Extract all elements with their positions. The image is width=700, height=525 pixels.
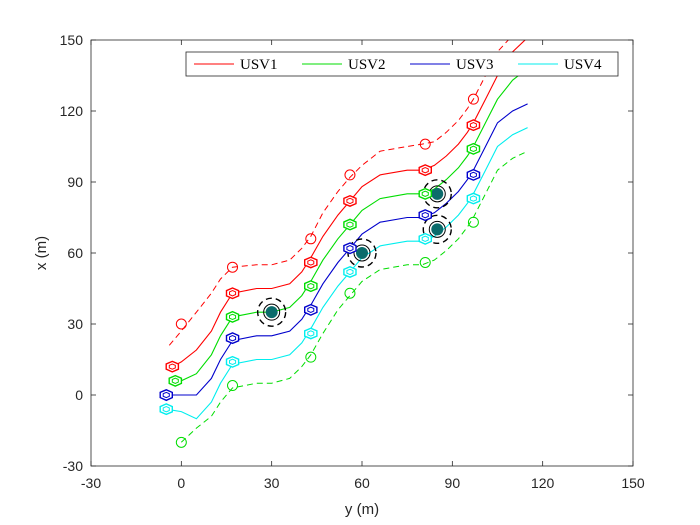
obstacle-ring-4 bbox=[428, 220, 446, 238]
vessel-core-usv2-4 bbox=[346, 221, 354, 228]
vessel-core-usv3-4 bbox=[346, 245, 354, 252]
vessel-core-usv4-1 bbox=[162, 406, 170, 413]
vessel-core-usv3-3 bbox=[307, 306, 315, 313]
y-tick-label-5: 120 bbox=[60, 103, 84, 119]
x-tick-label-3: 60 bbox=[354, 475, 370, 491]
vessel-usv4-5 bbox=[418, 232, 432, 245]
vessel-core-usv2-2 bbox=[229, 313, 237, 321]
vessel-core-usv2-3 bbox=[307, 282, 315, 290]
x-tick-label-1: 0 bbox=[177, 475, 185, 491]
y-tick-label-4: 90 bbox=[67, 174, 83, 190]
y-tick-label-2: 30 bbox=[67, 316, 83, 332]
legend-label-usv1: USV1 bbox=[240, 57, 278, 73]
formation-bound-marker-1-6 bbox=[467, 93, 479, 105]
legend-label-usv4: USV4 bbox=[564, 57, 602, 73]
formation-bound-marker-2-1 bbox=[175, 436, 187, 448]
x-tick-label-6: 150 bbox=[621, 475, 645, 491]
vessel-core-usv4-2 bbox=[229, 358, 237, 366]
y-tick-label-6: 150 bbox=[60, 32, 84, 48]
vessel-usv2-6 bbox=[466, 142, 481, 155]
y-axis-label: x (m) bbox=[33, 236, 50, 270]
vessel-core-usv2-5 bbox=[421, 190, 429, 198]
legend: USV1 USV2 USV3 USV4 bbox=[185, 51, 619, 77]
formation-bound-marker-1-2 bbox=[227, 261, 239, 273]
x-axis-label: y (m) bbox=[345, 501, 379, 518]
x-tick-label-2: 30 bbox=[264, 475, 280, 491]
vessel-usv1-3 bbox=[304, 256, 318, 269]
vessel-core-usv1-1 bbox=[168, 363, 176, 370]
vessel-usv1-4 bbox=[343, 194, 357, 207]
formation-bound-marker-2-6 bbox=[467, 216, 479, 228]
formation-bound-marker-1-4 bbox=[344, 169, 356, 181]
y-tick-label-1: 0 bbox=[75, 387, 83, 403]
obstacle-2 bbox=[356, 247, 368, 259]
formation-bound-marker-2-2 bbox=[227, 380, 239, 392]
obstacle-safety-ring-4 bbox=[422, 214, 452, 245]
vessel-usv1-2 bbox=[225, 287, 240, 300]
vessel-usv3-3 bbox=[304, 303, 318, 316]
obstacle-1 bbox=[265, 306, 278, 319]
x-tick-label-0: -30 bbox=[81, 475, 101, 491]
formation-bound-marker-2-5 bbox=[419, 256, 431, 268]
vessel-core-usv4-4 bbox=[346, 268, 354, 276]
formation-bound-line-2 bbox=[180, 150, 528, 443]
vessel-usv3-5 bbox=[418, 209, 432, 222]
vessel-core-usv1-2 bbox=[229, 290, 237, 297]
vessel-core-usv4-6 bbox=[469, 195, 477, 202]
formation-bound-marker-2-4 bbox=[344, 287, 356, 299]
obstacle-ring-2 bbox=[353, 244, 371, 262]
vessel-core-usv2-6 bbox=[469, 145, 477, 153]
formation-bound-marker-2-3 bbox=[305, 351, 317, 363]
vessel-core-usv3-5 bbox=[421, 211, 429, 219]
legend-label-usv3: USV3 bbox=[456, 57, 494, 73]
vessel-usv2-1 bbox=[168, 374, 183, 387]
obstacle-3 bbox=[431, 187, 444, 200]
vessel-usv1-1 bbox=[165, 360, 180, 373]
vessel-usv1-6 bbox=[466, 119, 481, 132]
vessel-core-usv3-1 bbox=[162, 391, 170, 399]
legend-label-usv2: USV2 bbox=[348, 57, 386, 73]
formation-bound-marker-1-1 bbox=[175, 318, 187, 330]
vessel-usv4-4 bbox=[343, 265, 357, 278]
vessel-core-usv1-4 bbox=[346, 197, 354, 205]
vessel-usv4-3 bbox=[304, 327, 318, 340]
vessel-usv2-5 bbox=[418, 187, 432, 200]
obstacle-safety-ring-1 bbox=[256, 297, 287, 327]
formation-bound-marker-1-5 bbox=[419, 138, 431, 150]
vessel-core-usv3-6 bbox=[469, 171, 477, 179]
vessel-usv2-3 bbox=[304, 280, 318, 293]
plot-content bbox=[159, 40, 528, 448]
vessel-usv3-1 bbox=[159, 389, 174, 402]
vessel-usv3-4 bbox=[343, 242, 357, 255]
vessel-core-usv2-1 bbox=[171, 377, 179, 384]
formation-bound-marker-1-3 bbox=[305, 233, 317, 245]
x-tick-label-5: 120 bbox=[531, 475, 555, 491]
obstacle-ring-1 bbox=[263, 303, 281, 321]
vessel-core-usv4-3 bbox=[307, 330, 315, 337]
obstacle-4 bbox=[431, 223, 444, 236]
vessel-core-usv1-6 bbox=[469, 122, 477, 129]
vessel-usv4-1 bbox=[159, 403, 174, 416]
vessel-usv2-4 bbox=[343, 218, 357, 231]
y-tick-label-3: 60 bbox=[67, 245, 83, 261]
vessel-core-usv3-2 bbox=[229, 335, 237, 342]
vessel-core-usv4-5 bbox=[421, 235, 429, 242]
vessel-usv3-6 bbox=[466, 168, 481, 181]
axes-layer: -30 0 30 60 90 120 150 -30 0 30 60 90 120 150 y (m) x (… bbox=[33, 32, 645, 518]
plot-area bbox=[159, 40, 528, 448]
x-tick-label-4: 90 bbox=[445, 475, 461, 491]
vessel-usv4-2 bbox=[225, 355, 240, 368]
vessel-usv2-2 bbox=[225, 310, 240, 323]
vessel-usv4-6 bbox=[466, 192, 481, 205]
vessel-core-usv1-5 bbox=[421, 166, 429, 174]
vessel-usv1-5 bbox=[418, 164, 432, 177]
formation-bound-line-1 bbox=[168, 40, 509, 346]
vessel-usv3-2 bbox=[225, 332, 240, 345]
y-tick-label-0: -30 bbox=[63, 458, 83, 474]
vessel-core-usv1-3 bbox=[307, 259, 315, 266]
